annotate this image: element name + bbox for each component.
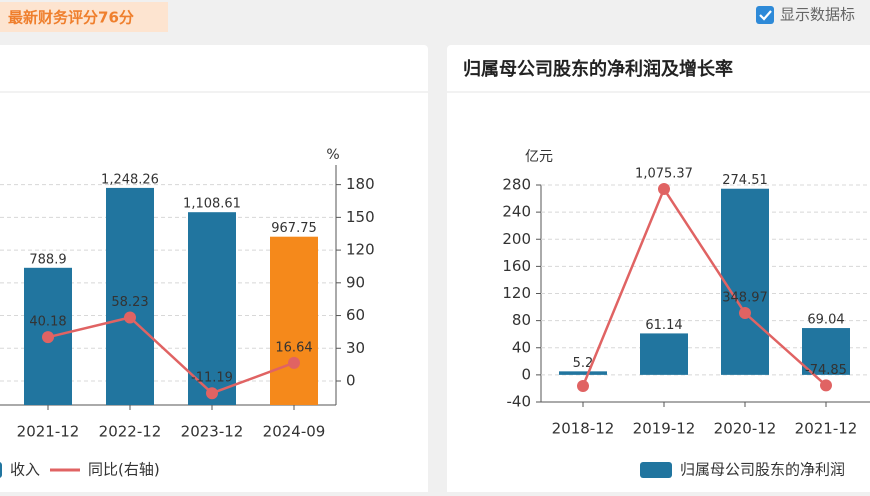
legend-label: 同比(右轴) [88, 461, 160, 479]
x-tick-label: 2018-12 [552, 420, 615, 438]
bar [640, 333, 688, 375]
y-axis-label: 亿元 [525, 149, 553, 165]
line-value-label: 348.97 [722, 291, 768, 306]
y-tick-label: 160 [502, 257, 531, 275]
checkmark [759, 10, 772, 21]
x-tick-label: 2022-12 [99, 423, 162, 441]
chart-title: 归属母公司股东的净利润及增长率 [463, 58, 733, 80]
badge: 最新财务评分76分 [8, 9, 134, 27]
x-tick-label: 2021-12 [795, 420, 858, 438]
panel [447, 45, 870, 496]
bar-value-label: 69.04 [807, 313, 844, 328]
line-value-label: 16.64 [275, 340, 312, 355]
y-tick-label: 40 [512, 338, 531, 356]
y-tick-label: 80 [512, 311, 531, 329]
y-tick-label: 0 [521, 365, 531, 383]
line-value-label: 1,075.37 [635, 167, 693, 182]
y2-tick-label: 90 [346, 273, 365, 291]
line [47, 316, 295, 395]
checkbox-label[interactable]: 显示数据标 [780, 6, 855, 24]
bar [106, 187, 154, 405]
badge-bg [0, 2, 168, 32]
line-value-label: -11.19 [191, 371, 233, 386]
legend-swatch [0, 462, 2, 478]
line-value-label: -74.85 [805, 363, 847, 378]
line-point [820, 379, 832, 392]
x-tick-label: 2023-12 [181, 423, 244, 441]
y2-tick-label: 150 [346, 208, 375, 226]
bar-value-label: 1,108.61 [183, 197, 241, 212]
bar-value-label: 274.51 [722, 173, 768, 188]
y-tick-label: 200 [502, 230, 531, 248]
y-tick-label: 120 [502, 284, 531, 302]
x-tick-label: 2024-09 [263, 423, 326, 441]
bar [802, 328, 850, 375]
bar [188, 212, 236, 405]
x-tick-label: 2020-12 [714, 420, 777, 438]
x-tick-label: 2021-12 [17, 423, 80, 441]
line [581, 186, 827, 387]
bar-value-label: 788.9 [29, 252, 66, 267]
bar [559, 371, 607, 375]
y-tick-label: -40 [507, 393, 532, 411]
legend-label: 收入 [10, 461, 40, 479]
y-tick-label: 240 [502, 203, 531, 221]
y2-tick-label: 0 [346, 372, 356, 390]
bar-value-label: 967.75 [271, 221, 317, 236]
y2-tick-label: 120 [346, 241, 375, 259]
bar-value-label: 5.2 [573, 356, 594, 371]
line-value-label: 40.18 [29, 315, 66, 330]
line-point [577, 379, 589, 392]
bar-value-label: 1,248.26 [101, 172, 159, 187]
line-point [658, 183, 670, 196]
legend-swatch [640, 462, 672, 478]
checkbox-box[interactable] [756, 6, 774, 24]
bar [270, 236, 318, 405]
y2-tick-label: 30 [346, 339, 365, 357]
line-point [288, 356, 300, 369]
line-point [124, 311, 136, 324]
y2-tick-label: 60 [346, 306, 365, 324]
y2-axis-label: % [326, 147, 339, 163]
line-point [739, 307, 751, 320]
bar-value-label: 61.14 [645, 318, 682, 333]
y2-tick-label: 180 [346, 175, 375, 193]
y-tick-label: 280 [502, 176, 531, 194]
line-point [42, 331, 54, 344]
x-tick-label: 2019-12 [633, 420, 696, 438]
line-point [206, 387, 218, 400]
checkbox[interactable]: 显示数据标 [756, 6, 855, 25]
bar [721, 188, 769, 375]
legend-label: 归属母公司股东的净利润 [680, 461, 845, 479]
line-value-label: 58.23 [111, 295, 148, 310]
